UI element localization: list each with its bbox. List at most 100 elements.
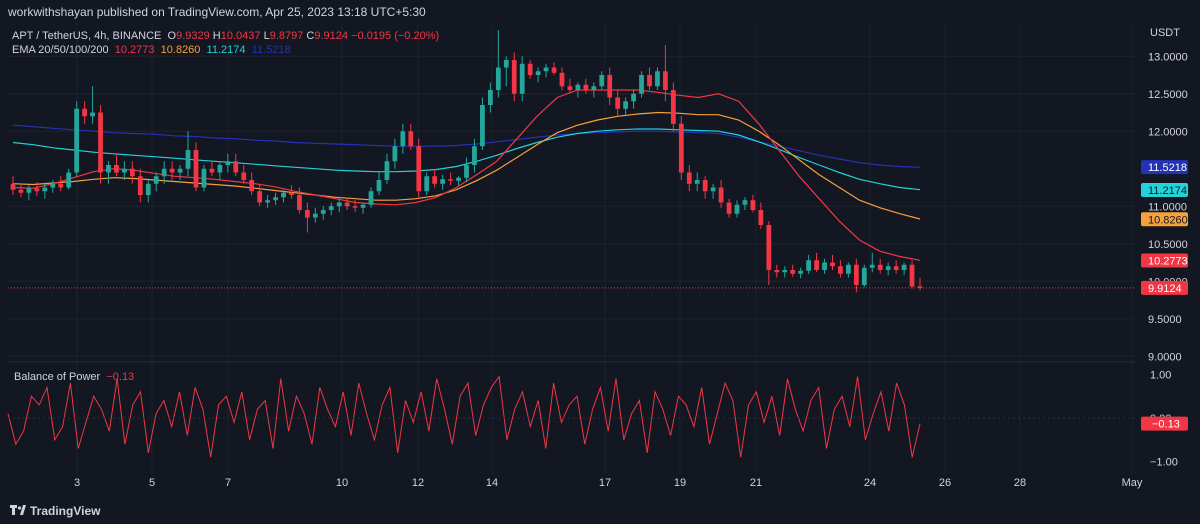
candle-body [838,266,843,274]
candle-body [161,168,167,177]
candle [289,185,294,199]
candle-body [145,183,151,195]
candle-body [225,161,231,165]
candle-body [798,270,804,274]
candle-body [814,260,819,270]
candle [233,153,239,177]
price-tag-label: 11.5218 [1148,162,1187,174]
candle [487,82,493,113]
candle-body [543,67,549,72]
time-tick-label: 10 [336,477,348,489]
candle [766,221,772,285]
candle-body [519,63,525,94]
time-tick-label: 7 [225,477,231,489]
candle-body [416,146,422,192]
candle-body [893,266,899,270]
candle-body [726,202,732,214]
candle [82,101,87,124]
candle [312,207,318,223]
candle [830,255,835,270]
candle [177,165,183,180]
ema100-value: 11.2174 [206,44,246,56]
candle [249,172,255,195]
candle [710,183,716,199]
candle [98,105,103,184]
candle [480,97,485,150]
candle [384,153,390,184]
price-axis[interactable]: USDT 13.0000 12.5000 12.0000 11.0000 10.5000 1… [1141,27,1188,469]
candle-body [408,131,414,147]
candle-body [114,165,119,173]
candle [559,67,565,90]
candle [527,60,533,79]
time-tick-label: 28 [1014,477,1026,489]
tradingview-logo-icon[interactable] [10,505,26,517]
time-axis[interactable]: 3 5 7 10 12 14 17 19 21 24 26 28 May [74,477,1143,489]
candle [320,206,326,220]
candle [686,165,692,192]
candle-body [885,266,891,270]
footer-brand[interactable]: TradingView [30,504,101,518]
candle [281,189,286,203]
candle [58,176,64,192]
price-tick-label: 9.5000 [1148,314,1182,326]
candle-body [297,195,302,210]
candle [217,161,223,180]
candle-body [424,176,430,192]
price-tag [1141,182,1188,197]
o-label: O [167,30,177,42]
candle [551,62,557,75]
ema200-line [12,124,921,168]
candle-body [90,112,95,117]
candle [201,165,207,192]
candle-body [50,183,56,188]
candle [376,172,382,195]
candle [42,183,48,199]
candle [615,90,621,117]
currency-label: USDT [1150,27,1180,39]
candle [50,180,56,193]
candle-body [129,168,135,177]
candle [853,258,859,293]
price-tag-label: 10.2773 [1148,255,1188,267]
candle [893,260,899,274]
candle-body [432,176,438,184]
candle [34,182,40,196]
candle-body [169,168,175,173]
h-label: H [212,30,221,42]
candle-body [487,90,493,105]
candle-body [742,200,748,205]
candle [726,198,732,218]
candle [758,202,764,229]
candle-body [137,176,143,195]
o-value: 9.9329 [176,30,210,42]
chart-area[interactable]: USDT 13.0000 12.5000 12.0000 11.0000 10.5000 1… [0,22,1200,498]
candle-body [448,179,453,181]
candle-body [392,146,398,162]
candle-body [559,72,565,87]
candle [846,262,851,278]
symbol-title: APT / TetherUS, 4h, BINANCE [12,30,162,42]
candle-body [607,75,613,98]
candle [121,161,127,180]
candle-body [822,262,827,270]
candle-body [663,71,668,90]
candle [137,168,143,203]
candle-body [734,204,740,214]
candle-body [249,180,255,192]
price-tick-label: 9.0000 [1148,351,1182,363]
candle-body [201,168,207,188]
time-tick-label: 17 [599,477,611,489]
grid [8,22,1135,474]
candle [639,71,644,98]
time-tick-label: 3 [74,477,80,489]
candle-body [74,108,80,173]
candle-body [527,63,533,75]
price-tag-label: 11.2174 [1148,185,1187,197]
candle-body [456,177,461,181]
candle-body [66,172,72,188]
candle-body [567,86,573,90]
candle-body [257,191,263,203]
candle [360,202,366,214]
candle-body [591,86,597,90]
